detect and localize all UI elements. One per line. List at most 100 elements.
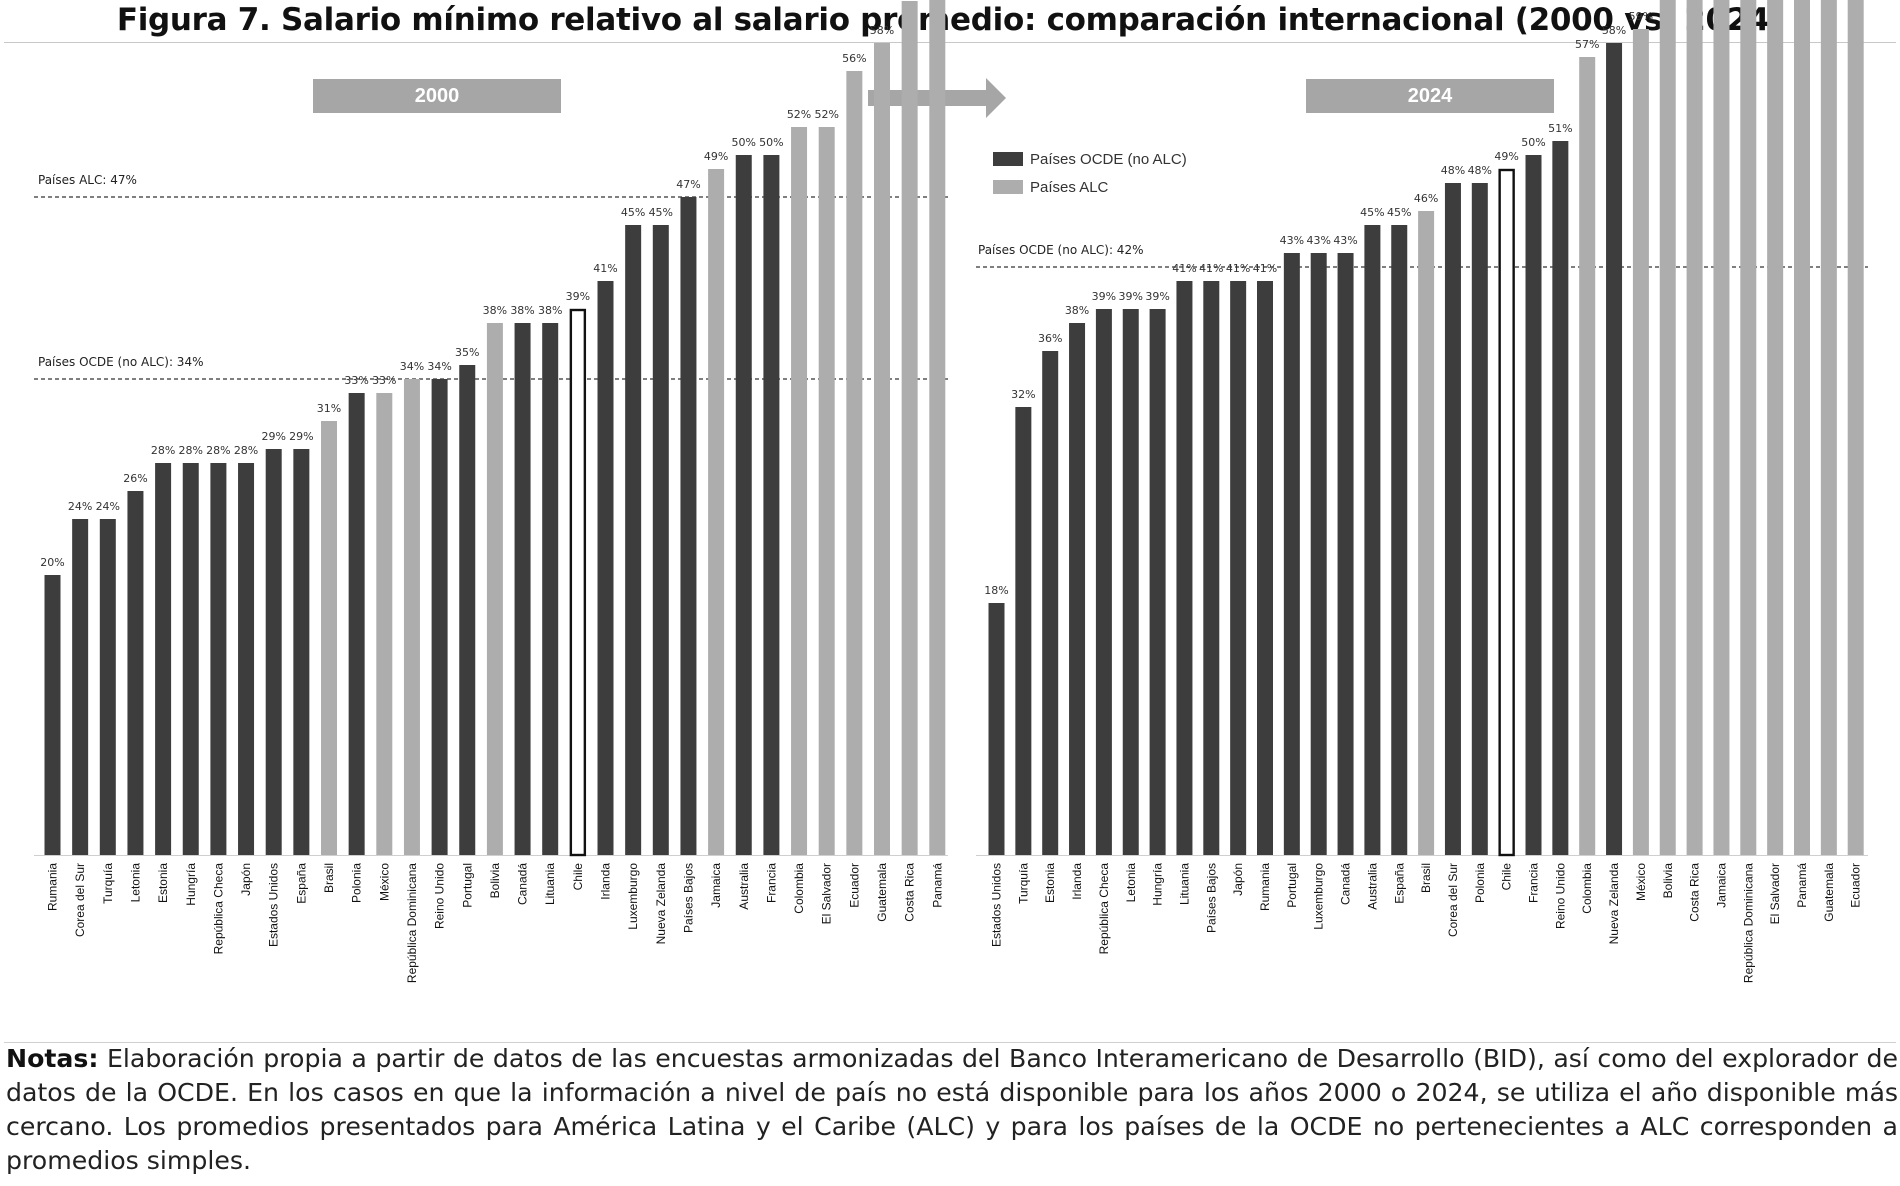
category-label: Japón: [1231, 863, 1245, 896]
bar: [99, 519, 116, 855]
data-label: 34%: [400, 360, 424, 373]
data-label: 26%: [123, 472, 147, 485]
category-label: Panamá: [1795, 863, 1809, 908]
category-label: Corea del Sur: [1446, 863, 1460, 937]
bar: [265, 449, 282, 855]
category-label: Hungría: [1151, 863, 1165, 906]
year-2024-header: 2024: [1306, 79, 1554, 113]
data-label: 41%: [1172, 262, 1196, 275]
category-label: Luxemburgo: [1312, 863, 1326, 930]
notes-text: Elaboración propia a partir de datos de …: [6, 1044, 1898, 1175]
notes-label: Notas:: [6, 1044, 99, 1073]
data-label: 29%: [289, 430, 313, 443]
category-label: Colombia: [792, 863, 806, 914]
category-label: Costa Rica: [1688, 863, 1702, 922]
data-label: 28%: [179, 444, 203, 457]
category-label: Guatemala: [1822, 863, 1836, 922]
bar: [486, 323, 503, 855]
data-label: 59%: [1629, 10, 1653, 23]
bar: [1310, 253, 1327, 855]
legend: Países OCDE (no ALC) Países ALC: [993, 151, 1187, 196]
bar: [569, 308, 587, 857]
legend-swatch-ocde: [993, 152, 1023, 166]
category-label: Países Bajos: [1204, 863, 1218, 933]
data-label: 50%: [1521, 136, 1545, 149]
bar: [818, 127, 835, 855]
data-label: 50%: [732, 136, 756, 149]
category-label: Estados Unidos: [267, 863, 281, 947]
data-label: 28%: [206, 444, 230, 457]
bar: [1713, 0, 1730, 855]
data-label: 39%: [1119, 290, 1143, 303]
category-label: Chile: [571, 863, 585, 891]
data-label: 51%: [1548, 122, 1572, 135]
data-label: 24%: [96, 500, 120, 513]
category-label: Bolivia: [488, 863, 502, 899]
category-label: España: [294, 863, 308, 904]
data-label: 39%: [1145, 290, 1169, 303]
bar: [127, 491, 144, 855]
data-label: 43%: [1333, 234, 1357, 247]
category-label: Australia: [1365, 863, 1379, 910]
bar: [1498, 168, 1515, 857]
figure-title: Figura 7. Salario mínimo relativo al sal…: [116, 2, 1784, 38]
legend-swatch-alc: [993, 180, 1023, 194]
bar: [874, 43, 890, 855]
data-label: 39%: [1092, 290, 1116, 303]
notes-divider: [4, 1042, 1896, 1043]
data-label: 38%: [1065, 304, 1089, 317]
category-label: República Checa: [211, 863, 225, 955]
data-label: 52%: [787, 108, 811, 121]
bar: [1069, 323, 1086, 855]
bar: [763, 155, 780, 855]
bar: [680, 197, 697, 855]
category-label: Chile: [1500, 863, 1514, 891]
bar: [901, 1, 918, 855]
bar: [182, 463, 199, 855]
category-label: Canadá: [516, 863, 530, 905]
category-label: Nueva Zelanda: [654, 863, 668, 945]
bar: [1740, 0, 1757, 855]
data-label: 33%: [344, 374, 368, 387]
data-label: 50%: [759, 136, 783, 149]
category-label: España: [1392, 863, 1406, 904]
category-label: Portugal: [1285, 863, 1299, 908]
bar: [1820, 0, 1837, 855]
data-label: 41%: [593, 262, 617, 275]
chart-2000: Países ALC: 47% Países OCDE (no ALC): 34%…: [34, 0, 948, 983]
data-label: 45%: [1360, 206, 1384, 219]
data-label: 41%: [1253, 262, 1277, 275]
category-label: Luxemburgo: [626, 863, 640, 930]
data-label: 58%: [870, 24, 894, 37]
data-label: 46%: [1414, 192, 1438, 205]
bar: [403, 379, 420, 855]
bar: [929, 0, 946, 855]
data-label: 18%: [984, 584, 1008, 597]
category-label: Francia: [1527, 863, 1541, 903]
data-label: 41%: [1226, 262, 1250, 275]
bar: [1203, 281, 1220, 855]
bar: [1525, 155, 1542, 855]
bar: [1579, 57, 1596, 855]
data-label: 20%: [40, 556, 64, 569]
legend-label-ocde: Países OCDE (no ALC): [1030, 151, 1187, 168]
category-label: Australia: [737, 863, 751, 910]
data-label: 38%: [538, 304, 562, 317]
bar: [1149, 309, 1166, 855]
bar: [210, 463, 227, 855]
data-label: 56%: [842, 52, 866, 65]
category-label: Jamaica: [1714, 863, 1728, 908]
category-label: Nueva Zelanda: [1607, 863, 1621, 945]
bar: [44, 575, 61, 855]
category-label: Rumania: [46, 863, 60, 911]
category-label: Bolivia: [1661, 863, 1675, 899]
bar: [376, 393, 393, 855]
data-label: 43%: [1280, 234, 1304, 247]
bar: [1847, 0, 1864, 855]
category-label: Brasil: [322, 863, 336, 893]
category-label: Estados Unidos: [990, 863, 1004, 947]
data-label: 58%: [1602, 24, 1626, 37]
category-label: Lituania: [1177, 863, 1191, 905]
bar: [321, 421, 337, 855]
category-label: Lituania: [543, 863, 557, 905]
